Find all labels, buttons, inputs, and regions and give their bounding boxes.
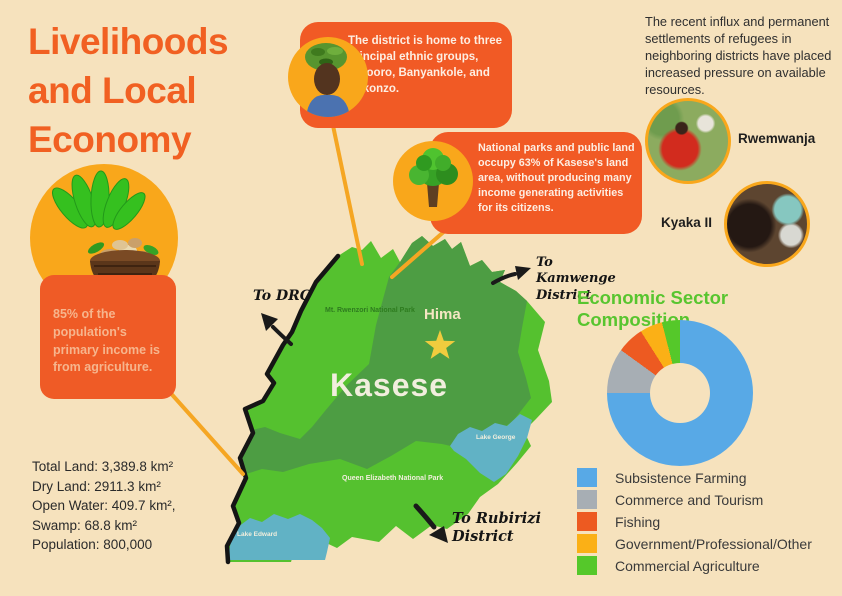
legend-row: Fishing <box>577 512 812 531</box>
callout-agriculture-text: 85% of the population's primary income i… <box>53 307 160 375</box>
legend-swatch <box>577 468 597 487</box>
camp-label-kyaka: Kyaka II <box>661 215 713 230</box>
stat-swamp: Swamp: 68.8 km² <box>32 517 138 533</box>
legend-row: Commercial Agriculture <box>577 556 812 575</box>
photo-rwemwanja <box>645 98 731 184</box>
legend-swatch <box>577 490 597 509</box>
page-title-line: Livelihoods <box>28 21 229 62</box>
stat-dry-land: Dry Land: 2911.3 km² <box>32 478 161 494</box>
map-label-lake-edward: Lake Edward <box>237 531 278 538</box>
legend-swatch <box>577 512 597 531</box>
arrow-to-rubirizi-icon <box>413 503 448 543</box>
map-label-kasese: Kasese <box>330 367 449 403</box>
legend-label: Fishing <box>615 513 661 530</box>
page-title-line: Economy <box>28 118 192 160</box>
arrow-to-drc-icon <box>261 313 293 346</box>
map-label-hima: Hima <box>424 306 461 323</box>
donut-hole <box>650 363 710 423</box>
photo-tree <box>393 141 473 221</box>
legend-swatch <box>577 534 597 553</box>
woman-portrait-icon <box>305 43 350 117</box>
hima-star-icon <box>424 330 456 359</box>
direction-to-drc: To DRC <box>253 288 311 304</box>
lake-george-shape <box>450 414 532 482</box>
chart-legend: Subsistence Farming Commerce and Tourism… <box>577 468 812 575</box>
callout-agriculture: 85% of the population's primary income i… <box>40 275 176 399</box>
stat-total-land: Total Land: 3,389.8 km² <box>32 459 174 474</box>
connector-ethnic-to-map <box>329 114 364 266</box>
connector-agriculture-to-map <box>165 387 245 476</box>
stat-open-water: Open Water: 409.7 km², <box>32 498 176 514</box>
tree-icon <box>409 148 458 207</box>
direction-to-rubirizi: To Rubirizi District <box>452 510 541 546</box>
camp-label-rwemwanja: Rwemwanja <box>738 131 816 146</box>
land-stats: Total Land: 3,389.8 km² Dry Land: 2911.3… <box>32 457 176 555</box>
photo-woman <box>288 37 368 117</box>
map-label-lake-george: Lake George <box>476 434 516 441</box>
drc-border-line <box>224 253 341 565</box>
arrow-to-kamwenge-icon <box>491 266 531 285</box>
lake-edward-shape <box>228 514 330 560</box>
connector-parks-to-map <box>390 227 449 279</box>
callout-ethnic-groups-text: The district is home to three principal … <box>348 35 502 96</box>
stat-population: Population: 800,000 <box>32 537 153 553</box>
legend-row: Commerce and Tourism <box>577 490 812 509</box>
page-title-line: and Local <box>28 69 197 111</box>
legend-label: Subsistence Farming <box>615 469 747 486</box>
kasese-inner-region-shape <box>240 236 531 474</box>
donut-chart <box>607 320 753 466</box>
callout-national-parks-text: National parks and public land occupy 63… <box>478 142 635 214</box>
map-label-rwenzori-park: Mt. Rwenzori National Park <box>325 307 415 314</box>
page-title: Livelihoods and Local Economy <box>28 18 229 164</box>
refugees-paragraph: The recent influx and permanent settleme… <box>645 14 832 97</box>
legend-row: Subsistence Farming <box>577 468 812 487</box>
direction-to-kamwenge: To Kamwenge District <box>536 255 616 303</box>
legend-row: Government/Professional/Other <box>577 534 812 553</box>
legend-label: Government/Professional/Other <box>615 535 812 552</box>
chart-title: Economic Sector Composition <box>577 287 729 330</box>
legend-swatch <box>577 556 597 575</box>
photo-kyaka <box>724 181 810 267</box>
legend-label: Commerce and Tourism <box>615 491 764 508</box>
legend-label: Commercial Agriculture <box>615 557 760 574</box>
map-label-queen-elizabeth-park: Queen Elizabeth National Park <box>342 475 444 482</box>
